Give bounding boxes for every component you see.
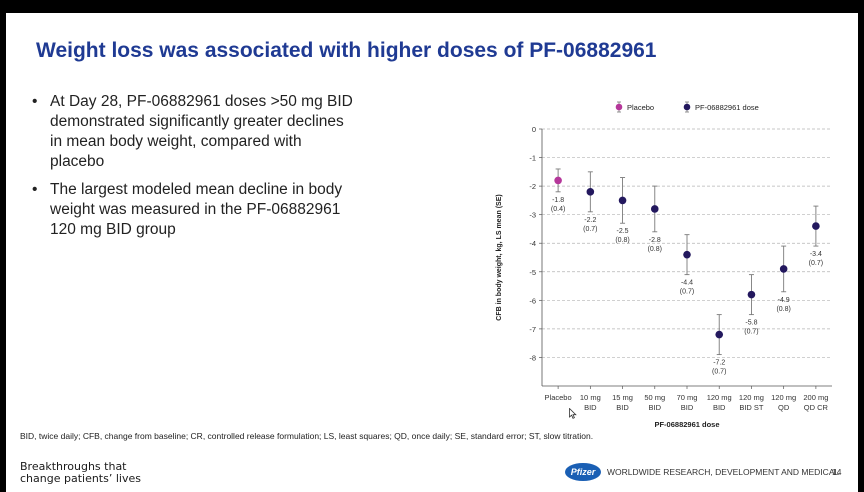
- company-unit: WORLDWIDE RESEARCH, DEVELOPMENT AND MEDI…: [607, 467, 840, 477]
- y-tick-label: 0: [532, 125, 536, 134]
- page-number: 14: [832, 467, 842, 477]
- bullet-2-line-2: weight was measured in the PF-06882961: [50, 201, 341, 218]
- y-axis-title: CFB in body weight, kg, LS mean (SE): [496, 194, 503, 320]
- data-se-label: (0.7): [680, 289, 694, 296]
- y-tick-label: -3: [529, 211, 536, 220]
- x-tick-label: BID: [616, 403, 629, 412]
- x-tick-label: BID: [584, 403, 597, 412]
- data-se-label: (0.7): [583, 226, 597, 233]
- bullet-1-line-3: in mean body weight, compared with: [50, 133, 302, 150]
- bullet-2-line-3: 120 mg BID group: [50, 221, 176, 238]
- data-value-label: -4.4: [681, 280, 693, 287]
- data-point: [812, 222, 820, 230]
- data-value-label: -5.8: [745, 320, 757, 327]
- x-tick-label: BID: [649, 403, 662, 412]
- y-tick-label: -7: [529, 325, 536, 334]
- data-point: [715, 330, 724, 339]
- y-tick-label: -6: [529, 296, 536, 305]
- data-point: [586, 188, 595, 196]
- data-point: [779, 265, 788, 273]
- data-point: [650, 205, 659, 213]
- data-se-label: (0.8): [776, 306, 790, 313]
- x-tick-label: 120 mg: [771, 393, 796, 402]
- data-value-label: -1.8: [552, 197, 564, 204]
- slide: Weight loss was associated with higher d…: [6, 13, 858, 492]
- data-point: [618, 196, 627, 205]
- y-tick-label: -8: [529, 353, 536, 362]
- tagline-line-2: change patients’ lives: [20, 472, 141, 485]
- y-tick-label: -2: [529, 182, 536, 191]
- data-se-label: (0.7): [809, 260, 823, 267]
- bullet-1-line-1: At Day 28, PF-06882961 doses >50 mg BID: [50, 93, 353, 110]
- x-axis-title: PF-06882961 dose: [654, 420, 719, 429]
- x-tick-label: 70 mg: [677, 393, 698, 402]
- x-tick-label: 50 mg: [644, 393, 665, 402]
- data-value-label: -4.9: [778, 297, 790, 304]
- bullet-dot: •: [32, 181, 38, 198]
- x-tick-label: QD: [778, 403, 790, 412]
- data-value-label: -2.8: [649, 237, 661, 244]
- legend-marker: [683, 103, 691, 111]
- y-tick-label: -1: [529, 154, 536, 163]
- data-point: [683, 250, 691, 259]
- tagline-line-1: Breakthroughs that: [20, 460, 127, 473]
- mouse-cursor-icon: [569, 408, 577, 419]
- legend-label: Placebo: [627, 103, 654, 112]
- legend-marker: [615, 103, 623, 111]
- y-tick-label: -5: [529, 268, 536, 277]
- slide-title: Weight loss was associated with higher d…: [36, 39, 657, 62]
- bullet-2-line-1: The largest modeled mean decline in body: [50, 181, 343, 198]
- x-tick-label: QD CR: [804, 403, 829, 412]
- x-tick-label: 120 mg: [707, 393, 732, 402]
- bullet-list: • At Day 28, PF-06882961 doses >50 mg BI…: [26, 92, 426, 248]
- x-tick-label: 200 mg: [803, 393, 828, 402]
- data-value-label: -7.2: [713, 360, 725, 367]
- data-point: [747, 290, 756, 299]
- x-tick-label: 120 mg: [739, 393, 764, 402]
- data-se-label: (0.7): [712, 369, 726, 376]
- data-value-label: -2.2: [584, 217, 596, 224]
- footnote: BID, twice daily; CFB, change from basel…: [20, 431, 594, 441]
- data-se-label: (0.7): [744, 329, 758, 336]
- bullet-item-1: • At Day 28, PF-06882961 doses >50 mg BI…: [26, 92, 426, 172]
- footer-branding: Pfizer WORLDWIDE RESEARCH, DEVELOPMENT A…: [565, 463, 839, 481]
- bullet-dot: •: [32, 93, 38, 110]
- x-tick-label: BID: [713, 403, 726, 412]
- x-tick-label: BID ST: [739, 403, 764, 412]
- bullet-1-line-2: demonstrated significantly greater decli…: [50, 113, 344, 130]
- data-se-label: (0.8): [648, 246, 662, 253]
- x-tick-label: 10 mg: [580, 393, 601, 402]
- x-tick-label: Placebo: [545, 393, 572, 402]
- x-tick-label: BID: [681, 403, 694, 412]
- pfizer-logo: Pfizer: [565, 463, 601, 481]
- x-tick-label: 15 mg: [612, 393, 633, 402]
- bullet-item-2: • The largest modeled mean decline in bo…: [26, 180, 426, 240]
- data-point: [554, 176, 562, 185]
- data-se-label: (0.8): [615, 237, 629, 244]
- data-se-label: (0.4): [551, 206, 565, 213]
- bullet-1-line-4: placebo: [50, 153, 105, 170]
- tagline: Breakthroughs that change patients’ live…: [20, 461, 141, 485]
- data-value-label: -3.4: [810, 251, 822, 258]
- pfizer-logo-text: Pfizer: [570, 467, 596, 477]
- legend-label: PF-06882961 dose: [695, 103, 759, 112]
- y-tick-label: -4: [529, 239, 536, 248]
- data-value-label: -2.5: [617, 228, 629, 235]
